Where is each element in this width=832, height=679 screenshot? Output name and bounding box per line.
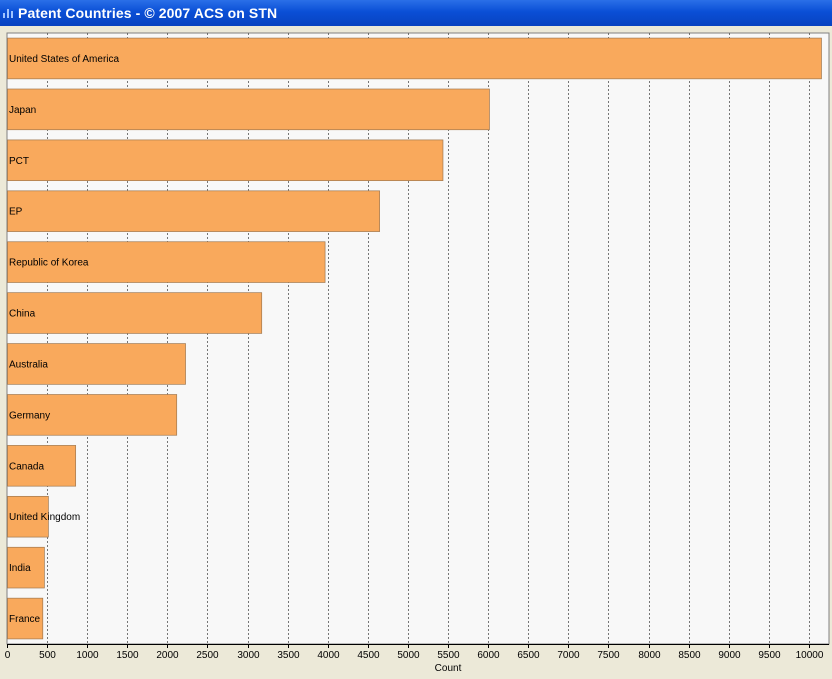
bar [7,37,822,80]
bar-category-label: Republic of Korea [9,258,89,269]
bar [7,495,49,538]
bar-category-label: China [9,309,36,320]
bar [7,597,44,640]
x-tick-label: 7500 [597,650,620,661]
x-tick-label: 6500 [517,650,540,661]
window-titlebar: Patent Countries - © 2007 ACS on STN [0,0,832,26]
x-tick-label: 2500 [196,650,219,661]
bar-category-label: Canada [9,461,44,472]
bar-category-label: United Kingdom [9,512,80,523]
bar-category-label: Germany [9,410,50,421]
bar [7,139,444,182]
bars: United States of America Japan PCT EP Republ… [7,37,822,640]
bar-category-label: France [9,614,41,625]
bar-category-label: India [9,563,31,574]
bar [7,241,326,283]
x-tick-label: 500 [39,650,56,661]
x-tick-label: 4500 [357,650,380,661]
x-tick-label: 6000 [477,650,500,661]
bar-category-label: United States of America [9,54,119,65]
bar [7,190,380,232]
bar-category-label: PCT [9,156,29,167]
bar [7,292,263,334]
x-tick-label: 0 [5,650,11,661]
x-tick-label: 8000 [638,650,661,661]
x-tick-label: 1500 [116,650,139,661]
bar [7,394,178,436]
x-tick-label: 3000 [237,650,260,661]
plot-area [6,32,830,645]
x-tick-label: 2000 [156,650,179,661]
x-tick-label: 9000 [718,650,741,661]
x-tick-label: 5500 [437,650,460,661]
gridlines [47,33,810,644]
bar-category-label: Australia [9,359,48,370]
x-tick-label: 9500 [758,650,781,661]
bar [7,343,186,385]
bar [7,546,45,589]
x-tick-label: 3500 [277,650,300,661]
bar [7,88,490,131]
x-tick-label: 5000 [397,650,420,661]
bar-category-label: Japan [9,105,36,116]
x-tick-label: 10000 [796,650,824,661]
x-tick-label: 7000 [557,650,580,661]
chart-app-icon [2,7,14,19]
x-tick-label: 1000 [76,650,99,661]
window-title: Patent Countries - © 2007 ACS on STN [18,5,278,21]
x-axis: 0 500 1000 1500 2000 2500 3000 3500 4000 4500 5000… [5,644,829,661]
x-axis-title: Count [435,663,462,674]
x-tick-label: 4000 [317,650,340,661]
bar [7,445,77,487]
x-tick-label: 8500 [678,650,701,661]
bar-category-label: EP [9,207,23,218]
